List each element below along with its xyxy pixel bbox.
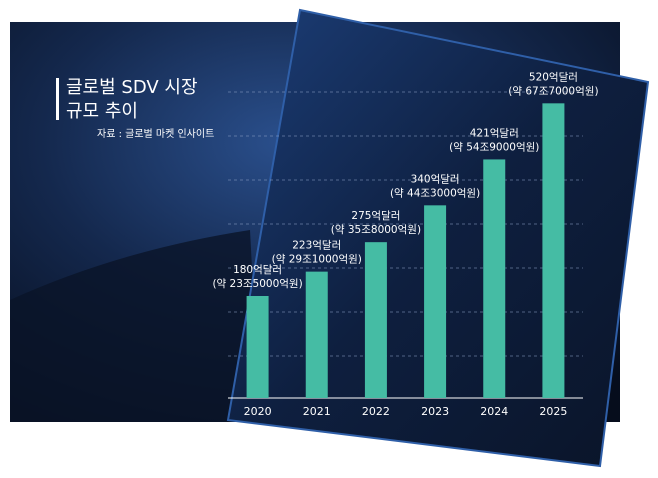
x-tick-label: 2023 <box>421 405 449 418</box>
bar <box>246 296 269 398</box>
won-label: (약 23조5000억원) <box>212 278 302 290</box>
won-label: (약 54조9000억원) <box>449 141 539 153</box>
bar <box>483 159 506 398</box>
x-tick-label: 2025 <box>539 405 567 418</box>
bar <box>364 242 387 398</box>
x-tick-label: 2024 <box>480 405 508 418</box>
won-label: (약 44조3000억원) <box>390 187 480 199</box>
value-label: 275억달러 <box>351 210 400 222</box>
bar <box>305 271 328 398</box>
chart-title: 글로벌 SDV 시장 <box>66 77 198 98</box>
won-label: (약 67조7000억원) <box>508 85 598 97</box>
won-label: (약 35조8000억원) <box>331 224 421 236</box>
bar <box>542 103 565 398</box>
value-label: 223억달러 <box>292 240 341 252</box>
grid <box>228 91 583 357</box>
title-bar <box>56 78 59 120</box>
source: 자료 : 글로벌 마켓 인사이트 <box>97 128 214 140</box>
chart-title: 규모 추이 <box>66 101 138 122</box>
shadow <box>10 230 260 422</box>
value-label: 180억달러 <box>233 264 282 276</box>
bar <box>424 205 447 398</box>
x-tick-label: 2022 <box>362 405 390 418</box>
x-tick-label: 2020 <box>244 405 272 418</box>
x-tick-label: 2021 <box>303 405 331 418</box>
value-label: 421억달러 <box>470 127 519 139</box>
value-label: 520억달러 <box>529 71 578 83</box>
won-label: (약 29조1000억원) <box>272 254 362 266</box>
value-label: 340억달러 <box>411 173 460 185</box>
